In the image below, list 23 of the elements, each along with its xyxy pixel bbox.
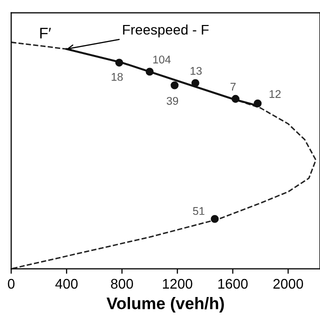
point bbox=[170, 81, 179, 90]
x-tick-label: 400 bbox=[55, 278, 78, 289]
annotation: 39 bbox=[166, 96, 178, 105]
annotation: Freespeed - F bbox=[123, 24, 209, 38]
point bbox=[191, 79, 200, 87]
annotation: 104 bbox=[153, 56, 171, 64]
point bbox=[210, 215, 219, 223]
x-tick-label: 1600 bbox=[218, 278, 248, 289]
point bbox=[232, 94, 240, 103]
x-tick-label: 2000 bbox=[273, 278, 304, 289]
x-tick-label: 0 bbox=[8, 278, 15, 289]
text: F′ bbox=[40, 28, 51, 38]
point bbox=[254, 99, 262, 108]
x-axis-title: Volume (veh/h) bbox=[106, 297, 224, 313]
annotation: 12 bbox=[270, 90, 281, 98]
point bbox=[146, 68, 154, 76]
annotation: 18 bbox=[112, 72, 123, 81]
x-tick-label: 800 bbox=[111, 278, 134, 289]
annotation: 13 bbox=[190, 66, 202, 75]
annotation: 7 bbox=[230, 82, 236, 91]
point bbox=[115, 58, 124, 67]
x-tick-label: 1200 bbox=[162, 278, 192, 289]
annotation: 51 bbox=[192, 207, 204, 215]
